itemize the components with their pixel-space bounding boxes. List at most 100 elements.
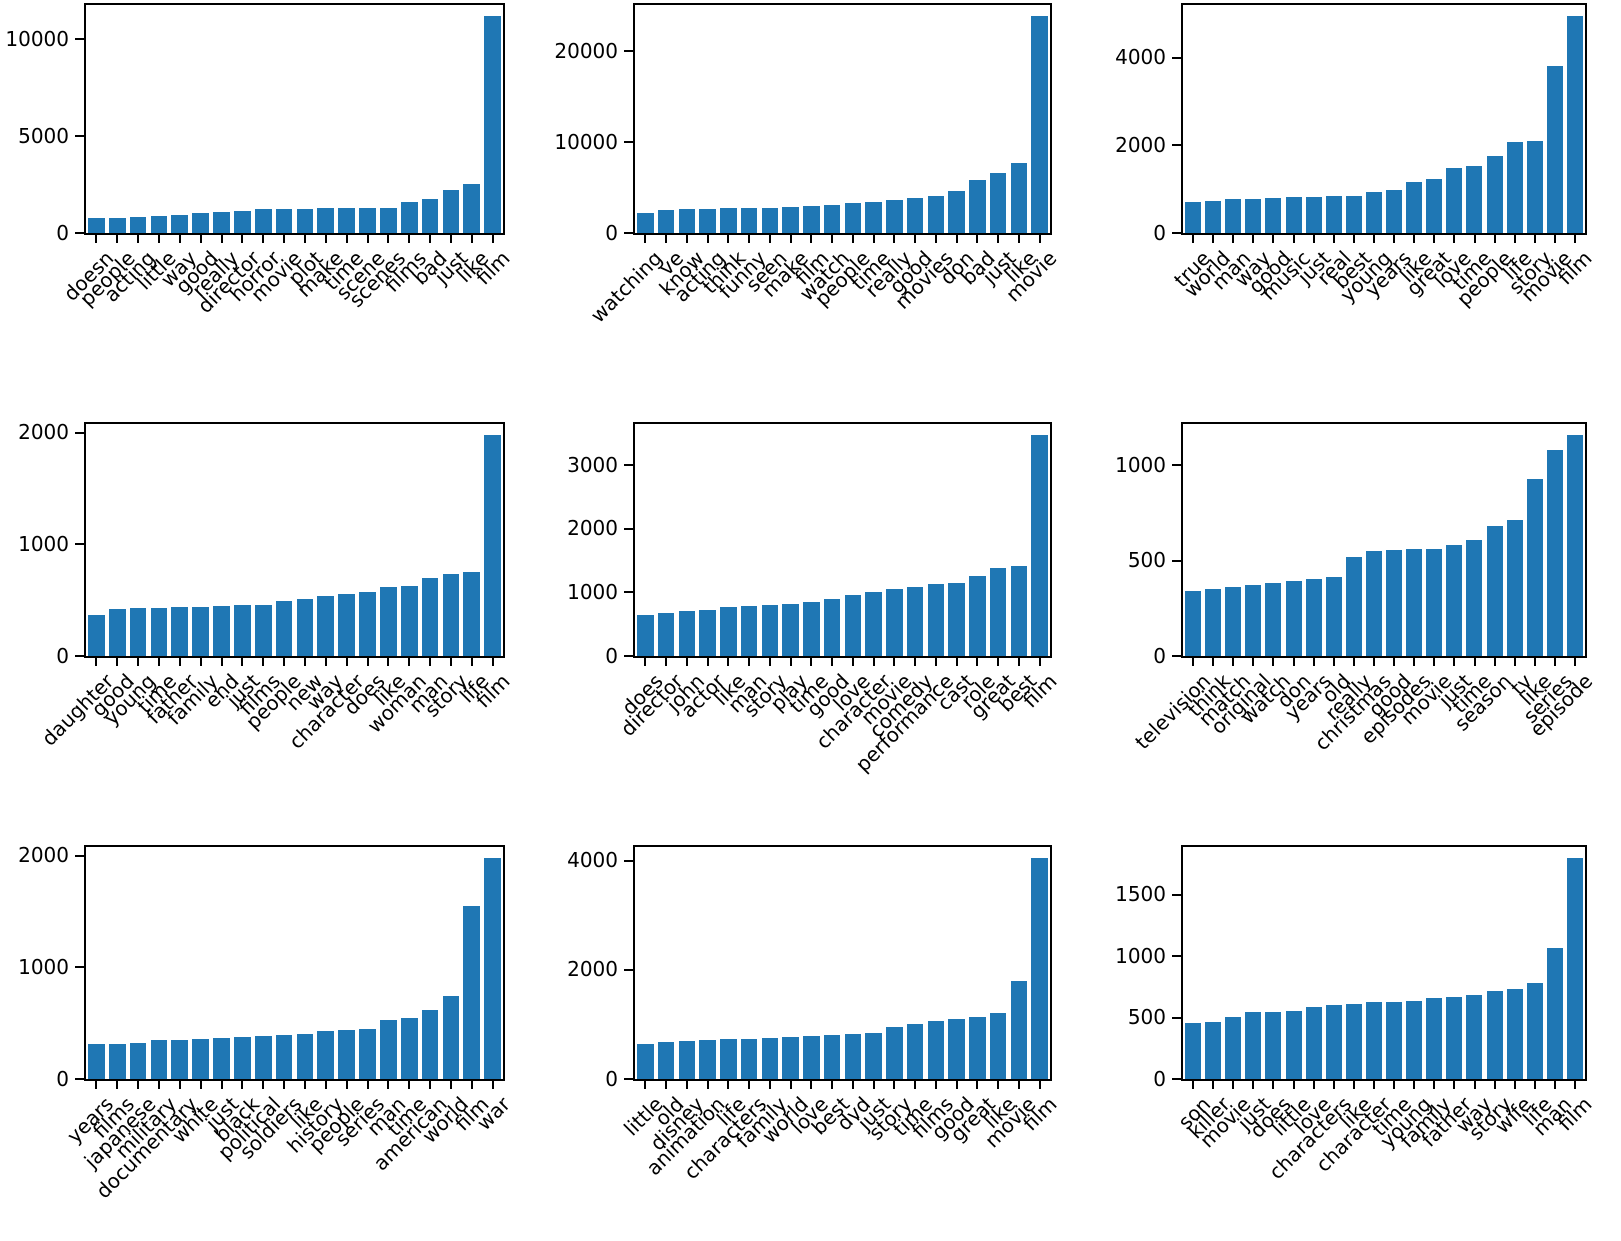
bar-movie <box>275 208 293 233</box>
x-tick-mark <box>768 658 771 666</box>
y-tick-mark <box>1172 893 1181 896</box>
bar-movie <box>886 589 903 656</box>
plot-area <box>1181 3 1587 235</box>
bar-man <box>421 577 439 656</box>
bar-match <box>1225 586 1242 656</box>
x-tick-mark <box>303 658 306 666</box>
y-tick-mark <box>624 968 633 971</box>
y-tick-mark <box>1172 56 1181 59</box>
x-tick-mark <box>1272 658 1275 666</box>
x-tick-mark <box>768 1081 771 1089</box>
x-tick-mark <box>429 658 431 666</box>
x-tick-mark <box>1292 658 1295 666</box>
bar-little <box>150 216 168 233</box>
x-tick-mark <box>158 1081 160 1089</box>
bar-really <box>1345 556 1362 656</box>
bar-time <box>1386 1001 1403 1079</box>
bar-series <box>359 1028 376 1079</box>
x-tick-mark <box>872 235 875 243</box>
x-tick-mark <box>1553 1081 1556 1089</box>
x-tick-mark <box>116 658 119 666</box>
x-tick-mark <box>1513 235 1516 243</box>
y-axis-tick-label: 2000 <box>18 843 69 868</box>
bar-documentary <box>171 1039 189 1079</box>
x-tick-mark <box>324 235 327 243</box>
x-tick-mark <box>706 1081 709 1089</box>
x-tick-mark <box>1373 235 1375 243</box>
x-tick-mark <box>872 658 875 666</box>
bar-music <box>1285 197 1302 233</box>
x-tick-mark <box>872 1081 875 1089</box>
x-tick-mark <box>727 1081 730 1089</box>
bar-watching <box>637 212 654 233</box>
x-tick-mark <box>1413 235 1416 243</box>
x-tick-mark <box>768 235 771 243</box>
bar-man <box>379 1020 397 1079</box>
subplot-bottom-center: 0 2000 4000 little old disney animation life cha… <box>540 790 1080 1241</box>
y-axis-tick-label: 0 <box>605 220 618 245</box>
bar-love <box>844 594 862 656</box>
bar-make <box>317 208 335 233</box>
x-tick-mark <box>241 658 244 666</box>
x-tick-mark <box>997 1081 1000 1089</box>
x-tick-mark <box>1433 1081 1436 1089</box>
bar-years <box>1305 579 1322 656</box>
plot-area <box>633 3 1052 235</box>
y-tick-mark <box>75 966 84 969</box>
bar-young <box>1406 1000 1423 1079</box>
bar-just <box>1245 1012 1262 1079</box>
bar-woman <box>400 586 418 656</box>
bar-time <box>906 1023 924 1079</box>
y-tick-mark <box>75 543 84 546</box>
bar-young <box>129 608 147 656</box>
bar-wife <box>1506 988 1523 1079</box>
bar-horror <box>254 209 272 233</box>
bar-does <box>637 614 654 656</box>
bar-good <box>823 599 841 656</box>
bar-way <box>317 595 335 656</box>
bar-like <box>463 183 481 233</box>
x-tick-mark <box>1192 235 1194 243</box>
x-tick-mark <box>893 235 896 243</box>
bar-acting <box>129 217 147 233</box>
bar-don <box>1285 580 1302 656</box>
x-tick-mark <box>1453 1081 1456 1089</box>
bar-acting <box>699 208 716 233</box>
bar-life <box>1506 141 1523 233</box>
y-axis-tick-label: 1000 <box>1115 943 1166 968</box>
bar-like <box>1526 478 1543 656</box>
x-tick-mark <box>934 658 937 666</box>
x-tick-mark <box>685 1081 688 1089</box>
bar-time <box>1466 539 1483 656</box>
x-tick-mark <box>283 1081 286 1089</box>
x-tick-mark <box>1574 1081 1576 1089</box>
bar-people <box>1486 155 1503 233</box>
x-tick-mark <box>387 658 390 666</box>
x-tick-mark <box>491 658 494 666</box>
bar-christmas <box>1365 550 1382 656</box>
bar-life <box>720 1039 737 1079</box>
bar-film <box>484 15 501 233</box>
bar-white <box>192 1039 209 1079</box>
x-tick-mark <box>914 658 917 666</box>
bar-world <box>442 996 460 1079</box>
x-tick-mark <box>116 235 119 243</box>
bar-just <box>865 1033 882 1079</box>
bar-man <box>740 605 758 656</box>
x-tick-mark <box>665 235 668 243</box>
bar-black <box>234 1037 251 1079</box>
x-tick-mark <box>1252 1081 1255 1089</box>
x-axis-tick-label: watching <box>586 246 668 328</box>
bar-actor <box>699 610 716 656</box>
bar-world <box>782 1037 799 1079</box>
bar-political <box>254 1036 272 1079</box>
x-tick-mark <box>706 235 709 243</box>
bar-episodes <box>1406 549 1423 656</box>
y-tick-mark <box>624 859 633 862</box>
bar-animation <box>699 1040 716 1079</box>
y-tick-mark <box>624 50 633 53</box>
x-tick-mark <box>408 235 411 243</box>
x-tick-mark <box>748 235 751 243</box>
x-tick-mark <box>491 235 494 243</box>
bar-time <box>400 1018 418 1079</box>
